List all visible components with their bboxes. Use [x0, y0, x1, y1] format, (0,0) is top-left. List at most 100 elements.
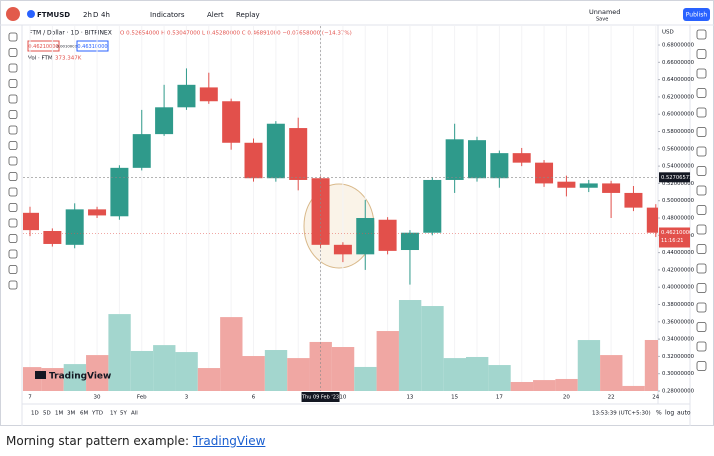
tool-icon[interactable] [8, 125, 18, 135]
candle-body [602, 183, 621, 193]
volume-name: Vol · FTM [28, 56, 53, 62]
auto-toggle[interactable]: auto [677, 410, 691, 417]
volume-bar [622, 385, 645, 391]
sell-price: 0.46210000 [28, 44, 58, 50]
legend-title: FTM / Dollar · 1D · BITFINEX [29, 30, 112, 37]
tool-icon[interactable] [8, 79, 18, 88]
sidebar-icon[interactable] [696, 68, 707, 79]
candle-body [579, 183, 598, 188]
tool-icon[interactable] [8, 234, 18, 243]
tool-icon[interactable] [8, 187, 18, 197]
sidebar-icon[interactable] [696, 263, 707, 274]
sidebar-icon[interactable] [696, 166, 707, 176]
interval[interactable]: 2h [83, 11, 92, 19]
sidebar-icon[interactable] [696, 185, 707, 196]
caption: Morning star pattern example: TradingVie… [6, 434, 265, 448]
currency: USD [662, 30, 674, 36]
last-price: 0.46210000 [661, 230, 692, 236]
avatar[interactable] [6, 7, 20, 21]
range-button[interactable]: 6M [80, 411, 88, 417]
volume-bar [264, 350, 288, 391]
publish-button[interactable] [683, 8, 710, 21]
sidebar-icon[interactable] [696, 49, 707, 59]
alert-button[interactable]: Alert [207, 11, 224, 19]
interval[interactable]: D [93, 11, 98, 19]
tool-icon[interactable] [8, 63, 18, 73]
sidebar-icon[interactable] [696, 107, 707, 118]
percent-toggle[interactable]: % [656, 410, 662, 417]
x-tick-label: 17 [496, 395, 503, 401]
crosshair-price: 0.52706571 [661, 175, 692, 181]
tool-icon[interactable] [8, 156, 18, 166]
sidebar-icon[interactable] [696, 224, 707, 235]
range-button[interactable]: 1M [55, 411, 63, 417]
candle-body [646, 207, 658, 233]
tool-icon[interactable] [8, 218, 18, 228]
x-tick-label: Feb [137, 395, 147, 401]
crosshair-date-box [301, 392, 340, 402]
candle-body [400, 232, 419, 251]
range-button[interactable]: All [131, 411, 138, 417]
sidebar-icon[interactable] [696, 322, 707, 332]
volume-bar [398, 300, 422, 391]
tool-icon[interactable] [8, 280, 18, 290]
tool-icon[interactable] [8, 32, 18, 42]
volume-bar [443, 358, 466, 391]
y-tick-label: 0.58000000 [662, 129, 695, 135]
range-button[interactable]: 1D [31, 411, 39, 417]
candle-body [155, 107, 174, 135]
x-tick-label: 13 [406, 395, 413, 401]
candle-body [23, 212, 39, 231]
sidebar-icon[interactable] [696, 341, 707, 352]
volume-bar [533, 380, 556, 391]
sidebar-icon[interactable] [696, 244, 707, 254]
volume-bar [577, 340, 601, 391]
y-tick-label: 0.66000000 [662, 60, 695, 66]
sidebar-icon[interactable] [696, 361, 707, 371]
save-button[interactable]: Save [596, 17, 608, 23]
sidebar-icon[interactable] [696, 283, 707, 293]
x-tick-label: 30 [94, 395, 101, 401]
range-button[interactable]: 3M [67, 411, 75, 417]
replay-button[interactable]: Replay [236, 11, 260, 19]
layout-name[interactable]: Unnamed [589, 8, 620, 16]
y-tick-label: 0.28000000 [662, 389, 695, 395]
candle-body [222, 101, 241, 143]
sidebar-icon[interactable] [696, 29, 707, 40]
tool-icon[interactable] [8, 110, 18, 119]
tool-icon[interactable] [8, 249, 18, 259]
range-button[interactable]: 5Y [120, 411, 127, 417]
tool-icon[interactable] [8, 141, 18, 150]
interval[interactable]: 4h [101, 11, 110, 19]
sidebar-icon[interactable] [696, 205, 707, 215]
tool-icon[interactable] [8, 48, 18, 57]
range-button[interactable]: 5D [43, 411, 51, 417]
volume-bar [287, 358, 310, 391]
caption-link[interactable]: TradingView [192, 434, 266, 448]
tool-icon[interactable] [8, 94, 18, 104]
candle-body [557, 181, 576, 188]
sidebar-icon[interactable] [696, 127, 707, 137]
volume-last: 373.347K [55, 56, 82, 62]
x-tick-label: 15 [451, 395, 458, 401]
indicators-button[interactable]: Indicators [150, 11, 185, 19]
sidebar-icon[interactable] [696, 146, 707, 157]
sidebar-icon[interactable] [696, 88, 707, 98]
log-toggle[interactable]: log [665, 410, 674, 417]
buy-box[interactable] [76, 40, 109, 52]
plot [23, 26, 658, 391]
sell-box[interactable] [27, 40, 60, 52]
tool-icon[interactable] [8, 172, 18, 181]
y-tick-label: 0.62000000 [662, 94, 695, 100]
range-button[interactable]: YTD [91, 411, 103, 417]
candle-body [356, 218, 375, 255]
tool-icon[interactable] [8, 203, 18, 212]
sidebar-icon[interactable] [696, 302, 707, 313]
volume-bar [86, 355, 109, 391]
symbol[interactable]: FTMUSD [37, 11, 70, 19]
volume-bar [63, 364, 87, 391]
x-tick-label: 20 [563, 395, 570, 401]
volume-bar [41, 368, 64, 391]
range-button[interactable]: 1Y [110, 411, 117, 417]
tool-icon[interactable] [8, 265, 18, 274]
